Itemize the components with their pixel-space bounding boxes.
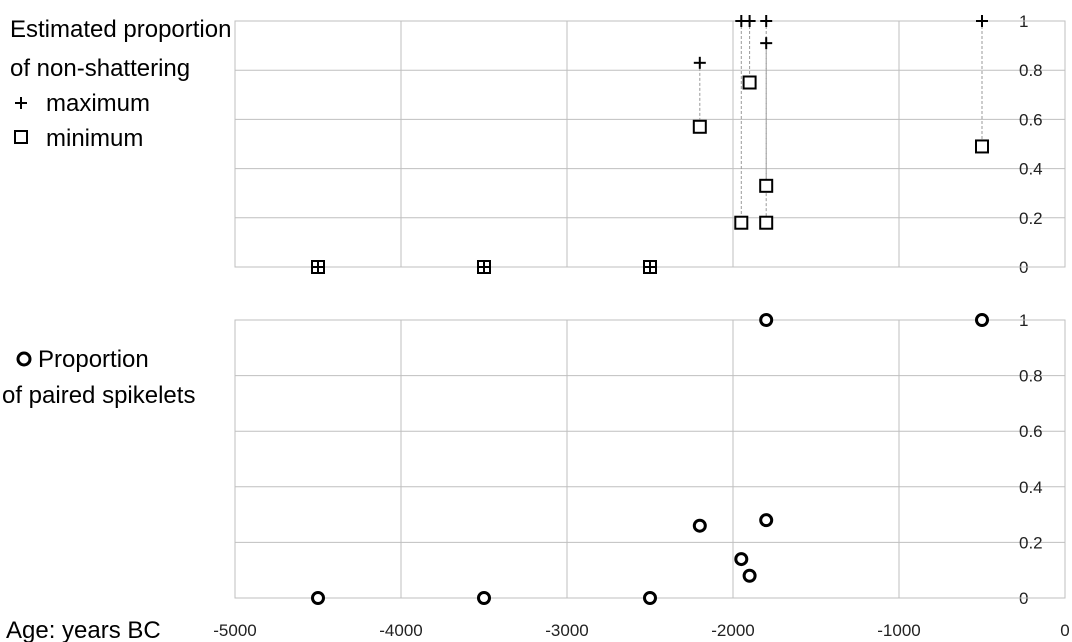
legend-circle-marker [16,351,32,367]
plot-frame [234,20,1066,268]
legend-title-line-1: Proportion [38,346,149,373]
paired-spikelets-marker [734,552,749,567]
legend-square-marker [14,130,28,144]
x-tick-label: -2000 [711,621,754,640]
y-tick-label: 0.8 [1019,61,1043,80]
x-axis-title: Age: years BC [6,617,161,642]
paired-spikelets-marker [311,591,325,605]
x-tick-label: 0 [1060,621,1069,640]
legend-title-line-1: Estimated proportion [10,16,231,43]
x-tick-label: -1000 [877,621,920,640]
y-tick-label: 0.2 [1019,533,1043,552]
paired-spikelets-marker [643,591,657,605]
paired-spikelets-marker [759,513,774,528]
x-tick-label: -4000 [379,621,422,640]
minimum-marker [692,119,707,134]
y-tick-label: 0.6 [1019,110,1043,129]
y-tick-label: 0.8 [1019,367,1043,386]
legend-entry-minimum: minimum [46,125,143,152]
paired-spikelets-marker [975,313,989,327]
legend-entry-maximum: maximum [46,90,150,117]
paired-spikelets-marker [759,313,774,327]
minimum-marker [759,215,774,230]
paired-spikelets-marker [742,568,757,583]
bottom-panel: 00.20.40.60.81-5000 -4000 -3000 -2000 -1000 0… [2,311,1070,642]
y-tick-label: 0.4 [1019,478,1043,497]
y-tick-label: 0.4 [1019,160,1043,179]
plot-frame [234,319,1066,599]
x-tick-label: -3000 [545,621,588,640]
x-tick-label: -5000 [213,621,256,640]
paired-spikelets-marker [477,591,491,605]
legend-title-line-2: of non-shattering [10,55,190,82]
legend-title-line-2: of paired spikelets [2,382,195,409]
paired-spikelets-marker [692,518,707,533]
minimum-marker [742,75,757,90]
y-tick-label: 0.6 [1019,422,1043,441]
minimum-marker [734,215,749,230]
y-tick-label: 0.2 [1019,209,1043,228]
minimum-marker [759,178,774,193]
minimum-marker [975,139,989,154]
